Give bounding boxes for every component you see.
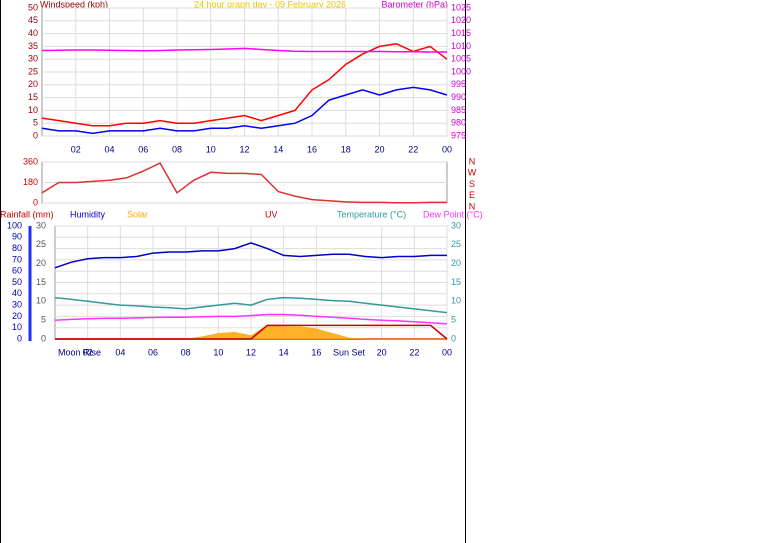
series-line <box>54 242 447 269</box>
y-tick-label: 975 <box>451 130 466 140</box>
series-line <box>41 86 448 135</box>
y-tick-label: 40 <box>28 28 38 38</box>
y-tick-label: 60 <box>12 266 22 276</box>
legend-label: Dew Point (°C) <box>423 209 483 219</box>
compass-label: E <box>469 190 475 200</box>
y-tick-label: 30 <box>451 220 461 230</box>
legend-label: Rainfall (mm) <box>0 209 54 219</box>
y-tick-label: 80 <box>12 243 22 253</box>
y-tick-label: 90 <box>12 232 22 242</box>
x-tick-label: 10 <box>213 347 223 357</box>
annotation: Moon Rise <box>58 347 101 357</box>
x-tick-label: 10 <box>206 144 216 154</box>
x-tick-label: 06 <box>138 144 148 154</box>
x-tick-label: 16 <box>307 144 317 154</box>
y-tick-label: 1000 <box>451 66 471 76</box>
y-tick-label: 0 <box>33 197 38 207</box>
y-tick-label: 20 <box>451 258 461 268</box>
x-tick-label: 16 <box>311 347 321 357</box>
y-tick-label: 10 <box>451 296 461 306</box>
y-tick-label: 10 <box>36 296 46 306</box>
y2-label: Barometer (hPa) <box>381 0 448 9</box>
legend-label: Humidity <box>70 209 106 219</box>
y-tick-label: 30 <box>28 54 38 64</box>
compass-label: S <box>469 179 475 189</box>
y-tick-label: 1005 <box>451 54 471 64</box>
series-line <box>41 162 447 204</box>
series-line <box>55 324 448 340</box>
x-tick-label: 00 <box>442 144 452 154</box>
y-tick-label: 50 <box>28 2 38 12</box>
y-tick-label: 15 <box>36 277 46 287</box>
y-tick-label: 1010 <box>451 41 471 51</box>
x-tick-label: 18 <box>341 144 351 154</box>
series-line <box>54 296 448 314</box>
x-tick-label: 06 <box>148 347 158 357</box>
compass-label: N <box>469 156 476 166</box>
y-tick-label: 45 <box>28 15 38 25</box>
y-tick-label: 0 <box>451 333 456 343</box>
legend-label: Solar <box>127 209 148 219</box>
x-tick-label: 20 <box>377 347 387 357</box>
y-tick-label: 5 <box>451 315 456 325</box>
x-tick-label: 20 <box>374 144 384 154</box>
y-tick-label: 990 <box>451 92 466 102</box>
x-tick-label: 14 <box>273 144 283 154</box>
x-tick-label: 08 <box>172 144 182 154</box>
x-tick-label: 02 <box>71 144 81 154</box>
y-tick-label: 5 <box>41 315 46 325</box>
y-tick-label: 100 <box>7 220 22 230</box>
compass-label: N <box>469 201 476 211</box>
x-tick-label: 22 <box>409 347 419 357</box>
y-tick-label: 30 <box>12 299 22 309</box>
series-line <box>41 47 447 53</box>
x-tick-label: 02 <box>83 347 93 357</box>
x-tick-label: 00 <box>442 347 452 357</box>
y-tick-label: 20 <box>12 311 22 321</box>
x-tick-label: 14 <box>279 347 289 357</box>
x-tick-label: 12 <box>246 347 256 357</box>
y-tick-label: 15 <box>451 277 461 287</box>
y-tick-label: 10 <box>28 105 38 115</box>
x-tick-label: 04 <box>104 144 114 154</box>
y-tick-label: 25 <box>36 239 46 249</box>
series-line <box>54 313 448 325</box>
legend-label: UV <box>265 209 278 219</box>
y-tick-label: 35 <box>28 41 38 51</box>
y-tick-label: 0 <box>41 333 46 343</box>
y-tick-label: 0 <box>33 130 38 140</box>
y-tick-label: 180 <box>23 177 38 187</box>
annotation: Sun Set <box>333 347 366 357</box>
chart-title: 24 hour graph day - 09 February 2026 <box>194 0 346 9</box>
y-tick-label: 985 <box>451 105 466 115</box>
y-tick-label: 0 <box>17 333 22 343</box>
y-tick-label: 1025 <box>451 2 471 12</box>
y-tick-label: 10 <box>12 322 22 332</box>
x-tick-label: 22 <box>408 144 418 154</box>
y-tick-label: 1015 <box>451 28 471 38</box>
legend-label: Temperature (°C) <box>337 209 406 219</box>
series-line <box>41 43 448 127</box>
y-tick-label: 995 <box>451 79 466 89</box>
x-tick-label: 08 <box>181 347 191 357</box>
y-label: Windspeed (kph) <box>40 0 108 9</box>
y-tick-label: 5 <box>33 118 38 128</box>
compass-label: W <box>468 168 477 178</box>
y-tick-label: 30 <box>36 220 46 230</box>
y-tick-label: 70 <box>12 254 22 264</box>
y-tick-label: 20 <box>36 258 46 268</box>
y-tick-label: 1020 <box>451 15 471 25</box>
y-tick-label: 20 <box>28 79 38 89</box>
y-tick-label: 40 <box>12 288 22 298</box>
y-tick-label: 50 <box>12 277 22 287</box>
y-tick-label: 25 <box>451 239 461 249</box>
y-tick-label: 980 <box>451 118 466 128</box>
x-tick-label: 04 <box>115 347 125 357</box>
y-tick-label: 25 <box>28 66 38 76</box>
y-tick-label: 15 <box>28 92 38 102</box>
y-tick-label: 360 <box>23 156 38 166</box>
x-tick-label: 12 <box>239 144 249 154</box>
